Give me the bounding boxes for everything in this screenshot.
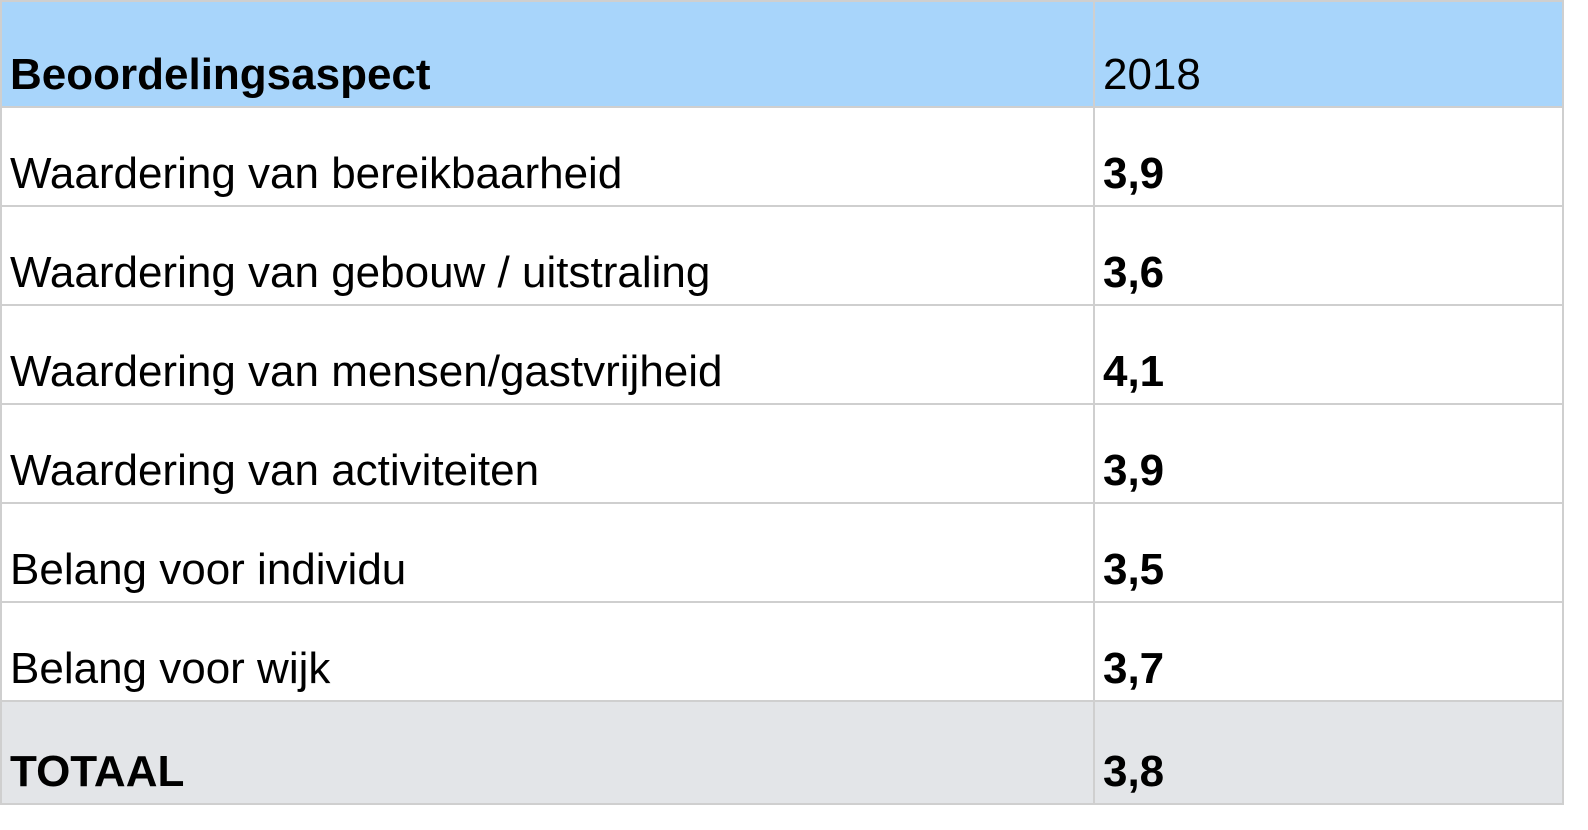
table-total-row: TOTAAL 3,8 [0,700,1565,805]
table-row: Waardering van mensen/gastvrijheid 4,1 [0,304,1565,405]
row-label: Belang voor individu [0,502,1095,603]
row-label: Waardering van bereikbaarheid [0,106,1095,207]
table-row: Waardering van activiteiten 3,9 [0,403,1565,504]
row-value: 3,9 [1092,106,1565,207]
row-value: 3,7 [1092,601,1565,702]
table-row: Waardering van bereikbaarheid 3,9 [0,106,1565,207]
row-label: Belang voor wijk [0,601,1095,702]
row-label: Waardering van mensen/gastvrijheid [0,304,1095,405]
table-row: Waardering van gebouw / uitstraling 3,6 [0,205,1565,306]
header-cell-year: 2018 [1092,0,1565,108]
rating-table: Beoordelingsaspect 2018 Waardering van b… [0,0,1565,805]
row-label: Waardering van activiteiten [0,403,1095,504]
row-value: 4,1 [1092,304,1565,405]
header-cell-aspect: Beoordelingsaspect [0,0,1095,108]
total-label: TOTAAL [0,700,1095,805]
total-value: 3,8 [1092,700,1565,805]
row-value: 3,9 [1092,403,1565,504]
table-header-row: Beoordelingsaspect 2018 [0,0,1565,108]
table-row: Belang voor wijk 3,7 [0,601,1565,702]
row-label: Waardering van gebouw / uitstraling [0,205,1095,306]
table-row: Belang voor individu 3,5 [0,502,1565,603]
row-value: 3,6 [1092,205,1565,306]
row-value: 3,5 [1092,502,1565,603]
